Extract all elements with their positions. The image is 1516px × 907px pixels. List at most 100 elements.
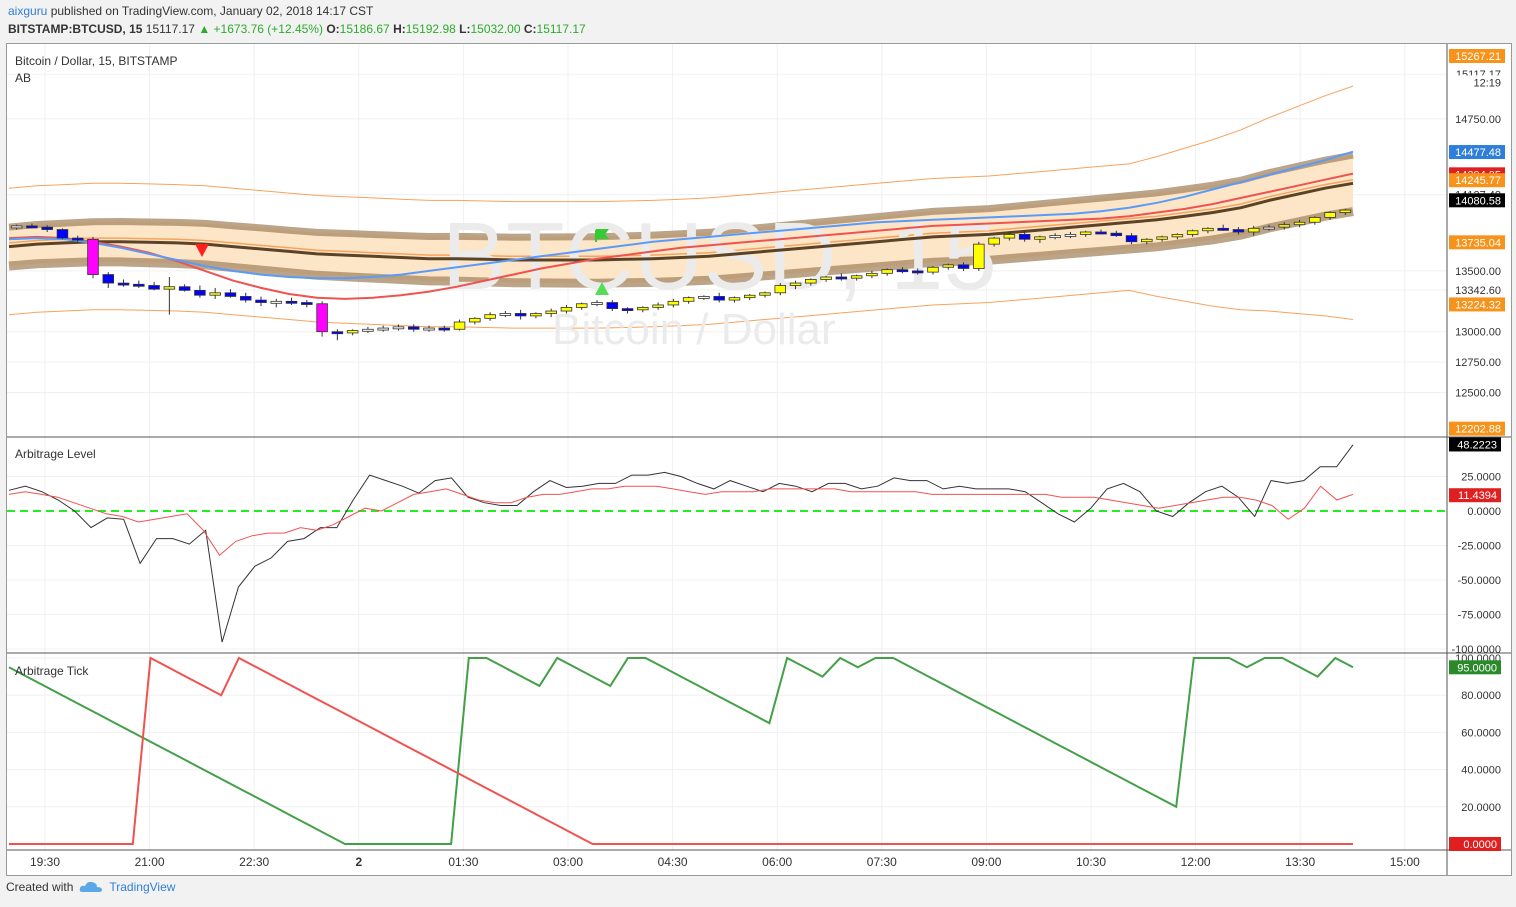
candle-body	[1186, 230, 1199, 235]
ma-line-ema_mid	[8, 150, 1354, 280]
price-tag-label: 15267.21	[1455, 51, 1501, 63]
envelope-mid	[8, 178, 1354, 258]
time-tick-label: 04:30	[658, 855, 688, 869]
signals	[195, 229, 609, 295]
candle-body	[881, 269, 893, 274]
candle-body	[621, 308, 634, 312]
candle-body	[392, 326, 405, 330]
main-pane-title: Bitcoin / Dollar, 15, BITSTAMP	[15, 54, 178, 68]
time-axis[interactable]: 19:30 21:00 22:30 2 01:30 03:00 04:30 06:00 07:3…	[30, 855, 1420, 869]
chart-canvas[interactable]: BTCUSD, 15 Bitcoin / Dollar 12500.001275…	[7, 44, 1511, 875]
envelope-upper	[8, 85, 1354, 203]
price-tick-label: 14750.00	[1455, 114, 1501, 126]
candle-body	[163, 286, 176, 290]
tick-line-tick_down	[9, 656, 1353, 845]
candle-body	[1141, 238, 1153, 243]
price-tag-label: 12202.88	[1455, 424, 1501, 436]
candle-body	[255, 299, 267, 303]
time-tick-label: 13:30	[1285, 855, 1315, 869]
candle-body	[453, 321, 466, 330]
candle-body	[1034, 236, 1046, 240]
candle-body	[407, 326, 420, 330]
candle-body	[1079, 231, 1092, 235]
close-label: C:	[523, 22, 537, 36]
time-tick-label: 12:00	[1181, 855, 1211, 869]
tick-tag	[1449, 660, 1501, 675]
price-tag	[1449, 193, 1505, 208]
price-tag	[1449, 145, 1505, 160]
candle-body	[1202, 227, 1214, 232]
candle-body	[56, 229, 69, 239]
candle-body	[469, 317, 481, 323]
candle-body	[530, 313, 542, 317]
level-line-signal	[8, 485, 1354, 556]
candle-body	[133, 283, 145, 287]
candle-body	[866, 272, 878, 277]
candle-body	[942, 264, 955, 268]
tick-tag-label: 95.0000	[1457, 662, 1497, 674]
candle-body	[10, 225, 23, 229]
candle-body	[911, 270, 924, 274]
candle-body	[499, 313, 512, 316]
candle-body	[316, 303, 328, 333]
candle-body	[1293, 221, 1306, 226]
candle-body	[71, 237, 84, 241]
time-tick-label: 10:30	[1076, 855, 1106, 869]
candle-body	[102, 274, 115, 284]
candle-body	[988, 237, 1000, 245]
tick-axis-label: 40.0000	[1461, 765, 1501, 777]
candle-body	[1278, 224, 1291, 228]
candle-body	[41, 226, 53, 230]
candle-body	[606, 302, 619, 310]
candle-body	[759, 292, 771, 296]
time-tick-label: 09:00	[971, 855, 1001, 869]
price-axis[interactable]: 12500.00 12750.00 13000.00 13342.60 13500.00…	[1449, 48, 1505, 851]
time-tick-label: 2	[355, 855, 362, 869]
low-label: L:	[459, 22, 471, 36]
candle-body	[377, 327, 389, 331]
candle-body	[698, 296, 710, 299]
price-tag	[1449, 173, 1505, 188]
candle-body	[1003, 234, 1016, 239]
candle-body	[1263, 226, 1275, 230]
price-tick-label: 13000.00	[1455, 327, 1501, 339]
tick-pane-title: Arbitrage Tick	[15, 664, 89, 678]
candle-body	[728, 297, 741, 301]
candle-body	[560, 306, 573, 312]
level-line-level	[8, 444, 1354, 643]
time-tick-label: 07:30	[867, 855, 897, 869]
time-tick-label: 06:00	[762, 855, 792, 869]
arbitrage-level-pane	[7, 444, 1447, 643]
level-tick-label: 0.0000	[1467, 506, 1501, 518]
candle-body	[652, 304, 664, 308]
candle-body	[1125, 235, 1138, 243]
candle-body	[1156, 236, 1168, 240]
candle-body	[1339, 209, 1352, 213]
author-link[interactable]: aixguru	[8, 4, 48, 18]
candle-body	[438, 327, 451, 331]
candle-body	[850, 275, 863, 279]
chart-frame[interactable]: BTCUSD, 15 Bitcoin / Dollar 12500.00 1275…	[6, 43, 1512, 876]
symbol-label: BITSTAMP:BTCUSD, 15	[8, 22, 143, 36]
bollinger-band	[8, 85, 1354, 329]
price-tag-label: 13224.32	[1455, 299, 1501, 311]
publish-line: aixguru published on TradingView.com, Ja…	[8, 4, 373, 18]
level-tag	[1449, 488, 1501, 503]
candle-body	[362, 328, 374, 332]
level-tick-label: -25.0000	[1458, 541, 1501, 553]
tradingview-link[interactable]: TradingView	[79, 880, 175, 894]
candle-body	[1217, 227, 1229, 231]
change-value: +1673.76 (+12.45%)	[213, 22, 323, 36]
candle-body	[789, 282, 802, 286]
price-tag-label: 14080.58	[1455, 195, 1501, 207]
candle-body	[637, 306, 649, 311]
candle-body	[209, 292, 221, 296]
candle-body	[835, 276, 848, 280]
level-tag	[1449, 437, 1501, 452]
watermark-name: Bitcoin / Dollar	[552, 305, 836, 354]
flag-icon	[595, 229, 609, 242]
tick-tag	[1449, 837, 1501, 851]
candle-body	[514, 313, 527, 317]
candle-body	[667, 300, 680, 306]
price-tick-label: 12750.00	[1455, 357, 1501, 369]
